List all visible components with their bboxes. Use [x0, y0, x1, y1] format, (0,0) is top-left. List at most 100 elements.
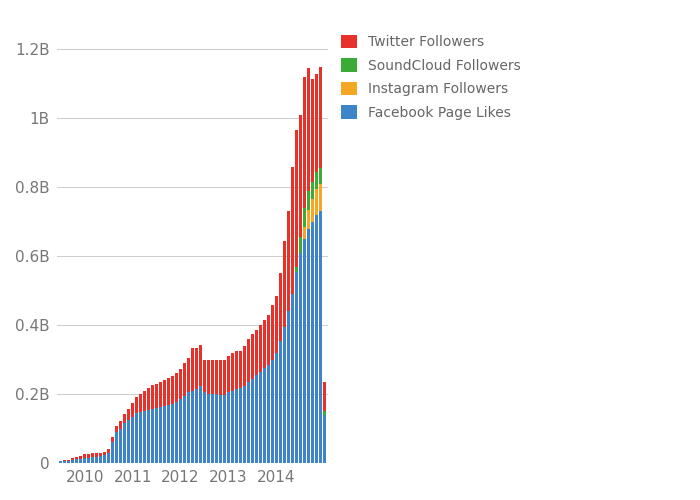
Bar [259, 372, 262, 463]
Bar [315, 74, 318, 172]
Bar [267, 365, 270, 463]
Bar [111, 437, 114, 442]
Bar [303, 239, 306, 463]
Bar [263, 320, 266, 368]
Bar [267, 315, 270, 365]
Bar [123, 424, 126, 463]
Bar [147, 410, 150, 463]
Bar [59, 462, 62, 463]
Bar [199, 386, 202, 463]
Bar [119, 421, 122, 428]
Bar [119, 428, 122, 463]
Bar [311, 200, 314, 222]
Bar [175, 402, 178, 463]
Bar [167, 405, 170, 463]
Bar [99, 456, 102, 463]
Bar [79, 458, 83, 463]
Bar [255, 330, 258, 375]
Bar [191, 348, 194, 391]
Bar [87, 454, 90, 458]
Bar [215, 394, 218, 463]
Bar [307, 191, 310, 210]
Bar [227, 356, 230, 393]
Bar [275, 296, 278, 353]
Bar [279, 274, 282, 340]
Bar [303, 77, 306, 208]
Bar [195, 348, 198, 389]
Bar [319, 66, 322, 168]
Bar [135, 413, 138, 463]
Bar [183, 363, 186, 396]
Bar [303, 227, 306, 239]
Bar [299, 238, 302, 253]
Bar [231, 353, 234, 391]
Bar [143, 410, 146, 463]
Bar [207, 360, 210, 394]
Bar [271, 360, 274, 463]
Bar [319, 184, 322, 212]
Bar [203, 360, 206, 392]
Bar [207, 394, 210, 463]
Bar [247, 382, 250, 463]
Bar [151, 385, 154, 408]
Bar [231, 390, 234, 463]
Bar [103, 452, 106, 456]
Bar [139, 394, 142, 412]
Bar [311, 222, 314, 463]
Bar [67, 460, 70, 463]
Bar [315, 172, 318, 189]
Bar [163, 406, 166, 463]
Bar [187, 392, 190, 463]
Bar [279, 340, 282, 463]
Bar [71, 460, 74, 463]
Bar [107, 452, 110, 463]
Bar [79, 456, 83, 458]
Bar [155, 384, 158, 408]
Bar [307, 68, 310, 191]
Bar [139, 412, 142, 463]
Bar [75, 460, 78, 463]
Bar [131, 416, 134, 463]
Bar [107, 448, 110, 452]
Bar [167, 378, 170, 405]
Bar [311, 182, 314, 200]
Bar [179, 369, 182, 400]
Bar [259, 325, 262, 372]
Bar [183, 396, 186, 463]
Bar [115, 426, 118, 432]
Bar [251, 334, 254, 378]
Bar [187, 358, 190, 392]
Bar [283, 241, 286, 327]
Bar [295, 266, 298, 272]
Bar [175, 373, 178, 402]
Bar [239, 388, 242, 463]
Bar [71, 458, 74, 460]
Bar [307, 228, 310, 463]
Bar [255, 375, 258, 463]
Bar [287, 212, 290, 312]
Bar [319, 212, 322, 463]
Bar [211, 360, 214, 394]
Bar [127, 420, 130, 463]
Bar [243, 346, 246, 386]
Bar [127, 408, 130, 420]
Bar [155, 408, 158, 463]
Bar [227, 392, 230, 463]
Bar [219, 360, 222, 395]
Bar [95, 456, 98, 463]
Bar [195, 389, 198, 463]
Bar [163, 380, 166, 406]
Bar [215, 360, 218, 394]
Bar [135, 396, 138, 413]
Bar [243, 386, 246, 463]
Bar [159, 407, 162, 463]
Bar [91, 454, 94, 457]
Bar [159, 382, 162, 407]
Bar [83, 458, 86, 463]
Bar [179, 400, 182, 463]
Bar [115, 432, 118, 463]
Bar [275, 353, 278, 463]
Bar [103, 456, 106, 463]
Bar [223, 395, 226, 463]
Bar [211, 394, 214, 463]
